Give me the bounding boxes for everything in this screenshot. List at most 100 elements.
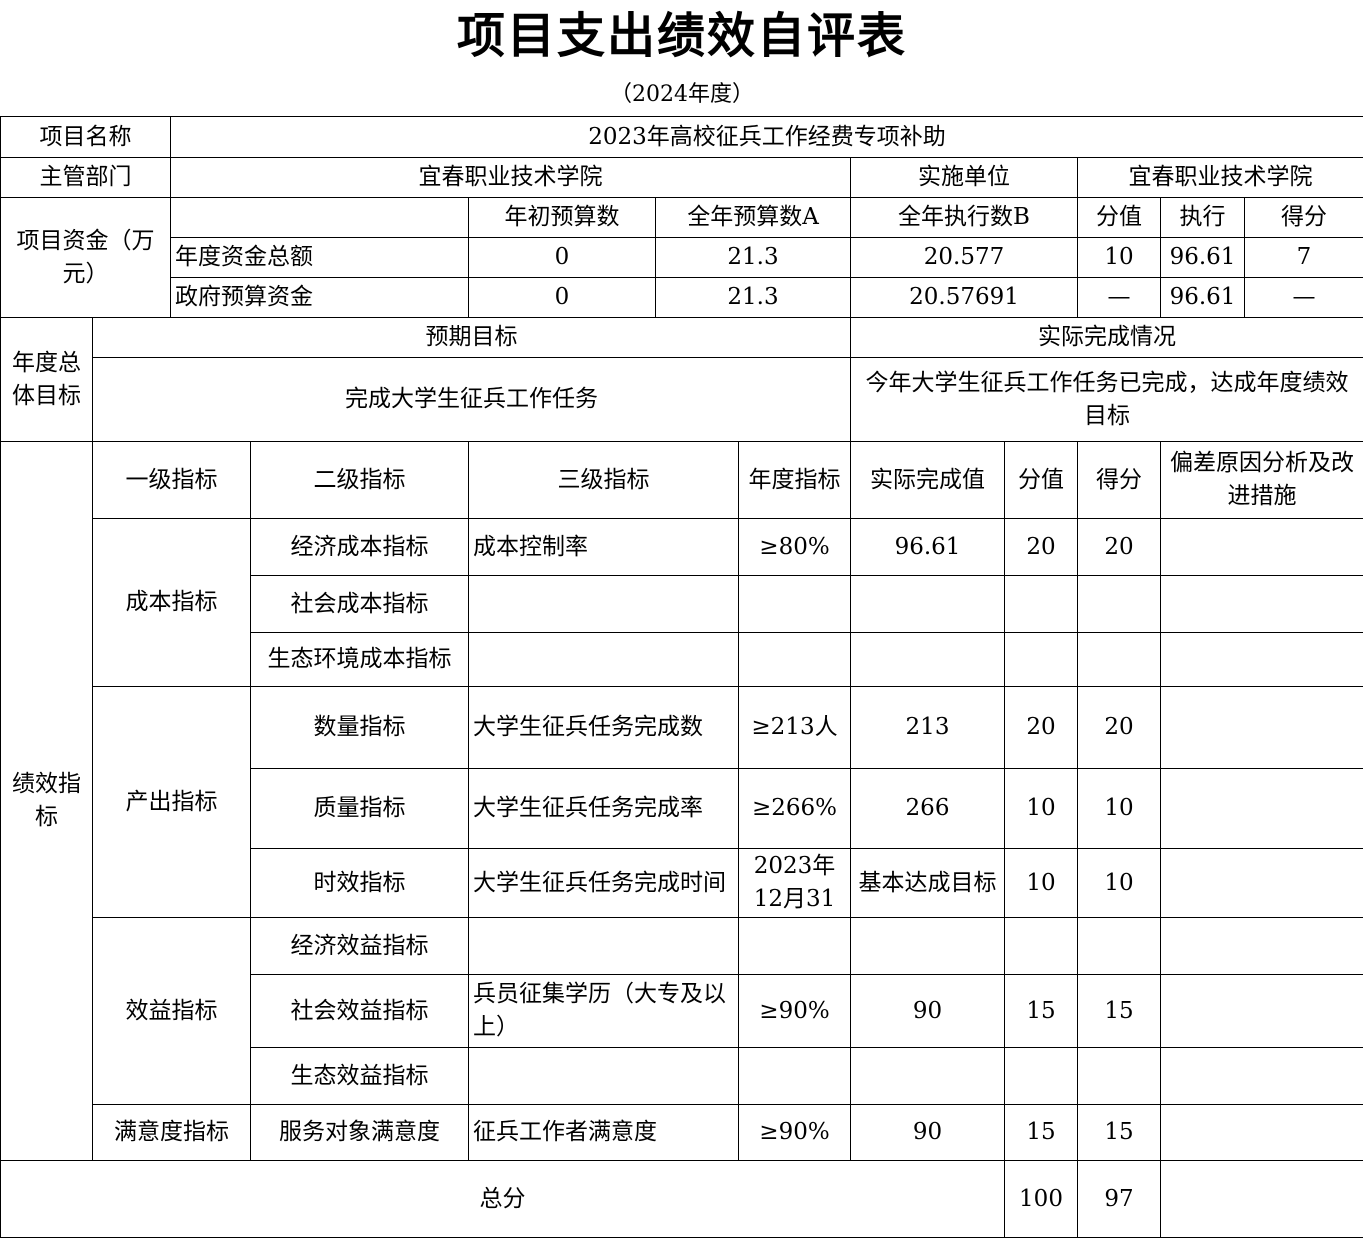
indicator-score: 15 bbox=[1077, 1104, 1161, 1161]
indicator-target bbox=[738, 917, 851, 975]
indicator-header: 一级指标 bbox=[92, 441, 251, 519]
label-expected: 预期目标 bbox=[92, 317, 851, 358]
indicator-note bbox=[1160, 917, 1363, 975]
indicator-level3: 大学生征兵任务完成率 bbox=[468, 768, 739, 849]
indicator-score: 20 bbox=[1077, 518, 1161, 576]
indicator-target bbox=[738, 575, 851, 633]
indicator-score: 15 bbox=[1077, 974, 1161, 1048]
indicator-level2: 时效指标 bbox=[250, 848, 469, 918]
funds-header: 全年执行数B bbox=[850, 197, 1078, 238]
funds-value: 7 bbox=[1244, 237, 1363, 278]
label-goals: 年度总体目标 bbox=[0, 317, 93, 442]
indicator-header: 分值 bbox=[1004, 441, 1078, 519]
indicator-weight bbox=[1004, 1047, 1078, 1105]
indicator-header: 年度指标 bbox=[738, 441, 851, 519]
indicator-level3 bbox=[468, 1047, 739, 1105]
expected-goal: 完成大学生征兵工作任务 bbox=[92, 357, 851, 442]
funds-header: 年初预算数 bbox=[468, 197, 656, 238]
indicator-note bbox=[1160, 848, 1363, 918]
indicator-score: 10 bbox=[1077, 768, 1161, 849]
funds-header: 全年预算数A bbox=[655, 197, 851, 238]
indicator-note bbox=[1160, 632, 1363, 687]
indicator-score bbox=[1077, 1047, 1161, 1105]
indicator-actual: 90 bbox=[850, 1104, 1005, 1161]
indicator-level3 bbox=[468, 917, 739, 975]
indicator-weight: 15 bbox=[1004, 974, 1078, 1048]
indicator-score bbox=[1077, 917, 1161, 975]
funds-header: 得分 bbox=[1244, 197, 1363, 238]
funds-value: 20.577 bbox=[850, 237, 1078, 278]
indicator-score: 10 bbox=[1077, 848, 1161, 918]
level1-indicator: 效益指标 bbox=[92, 917, 251, 1105]
indicator-target: ≥90% bbox=[738, 974, 851, 1048]
indicator-header: 得分 bbox=[1077, 441, 1161, 519]
label-dept: 主管部门 bbox=[0, 157, 171, 198]
indicator-level3: 征兵工作者满意度 bbox=[468, 1104, 739, 1161]
unit-value: 宜春职业技术学院 bbox=[1077, 157, 1363, 198]
indicator-target: ≥90% bbox=[738, 1104, 851, 1161]
project-name: 2023年高校征兵工作经费专项补助 bbox=[170, 116, 1363, 158]
indicator-note bbox=[1160, 1104, 1363, 1161]
funds-value: 96.61 bbox=[1160, 277, 1245, 318]
indicator-level2: 服务对象满意度 bbox=[250, 1104, 469, 1161]
indicator-weight bbox=[1004, 575, 1078, 633]
indicator-weight: 10 bbox=[1004, 848, 1078, 918]
indicator-weight: 20 bbox=[1004, 518, 1078, 576]
indicator-level3: 大学生征兵任务完成时间 bbox=[468, 848, 739, 918]
indicator-level3 bbox=[468, 575, 739, 633]
indicator-score bbox=[1077, 575, 1161, 633]
indicator-weight bbox=[1004, 917, 1078, 975]
indicator-actual bbox=[850, 917, 1005, 975]
indicator-weight: 10 bbox=[1004, 768, 1078, 849]
indicator-note bbox=[1160, 575, 1363, 633]
indicator-level2: 社会效益指标 bbox=[250, 974, 469, 1048]
indicator-header: 偏差原因分析及改进措施 bbox=[1160, 441, 1363, 519]
indicator-actual bbox=[850, 575, 1005, 633]
label-actual: 实际完成情况 bbox=[850, 317, 1363, 358]
funds-value: 10 bbox=[1077, 237, 1161, 278]
total-score: 97 bbox=[1077, 1160, 1161, 1238]
indicator-level3: 兵员征集学历（大专及以上） bbox=[468, 974, 739, 1048]
indicator-weight bbox=[1004, 632, 1078, 687]
indicator-weight: 20 bbox=[1004, 686, 1078, 769]
indicator-header: 三级指标 bbox=[468, 441, 739, 519]
page-subtitle: （2024年度） bbox=[0, 72, 1363, 117]
indicator-level3: 成本控制率 bbox=[468, 518, 739, 576]
indicator-weight: 15 bbox=[1004, 1104, 1078, 1161]
funds-value: — bbox=[1077, 277, 1161, 318]
total-label: 总分 bbox=[0, 1160, 1005, 1238]
funds-value: — bbox=[1244, 277, 1363, 318]
indicator-level2: 数量指标 bbox=[250, 686, 469, 769]
total-weight: 100 bbox=[1004, 1160, 1078, 1238]
actual-result: 今年大学生征兵工作任务已完成，达成年度绩效目标 bbox=[850, 357, 1363, 442]
funds-value: 0 bbox=[468, 277, 656, 318]
funds-value: 20.57691 bbox=[850, 277, 1078, 318]
indicator-level2: 经济成本指标 bbox=[250, 518, 469, 576]
indicator-actual: 基本达成目标 bbox=[850, 848, 1005, 918]
total-note bbox=[1160, 1160, 1363, 1238]
funds-value: 96.61 bbox=[1160, 237, 1245, 278]
funds-row-label: 政府预算资金 bbox=[170, 277, 469, 318]
indicator-target: ≥266% bbox=[738, 768, 851, 849]
indicator-target: ≥213人 bbox=[738, 686, 851, 769]
indicator-note bbox=[1160, 1047, 1363, 1105]
indicator-actual: 213 bbox=[850, 686, 1005, 769]
indicator-actual bbox=[850, 1047, 1005, 1105]
label-project-name: 项目名称 bbox=[0, 116, 171, 158]
indicator-target: ≥80% bbox=[738, 518, 851, 576]
funds-row-label: 年度资金总额 bbox=[170, 237, 469, 278]
funds-header: 执行 bbox=[1160, 197, 1245, 238]
dept-value: 宜春职业技术学院 bbox=[170, 157, 851, 198]
indicator-level2: 质量指标 bbox=[250, 768, 469, 849]
indicator-actual bbox=[850, 632, 1005, 687]
funds-header-blank bbox=[170, 197, 469, 238]
page-title: 项目支出绩效自评表 bbox=[0, 0, 1363, 73]
indicator-target bbox=[738, 1047, 851, 1105]
funds-value: 21.3 bbox=[655, 277, 851, 318]
indicator-note bbox=[1160, 768, 1363, 849]
indicator-header: 二级指标 bbox=[250, 441, 469, 519]
indicator-level2: 生态环境成本指标 bbox=[250, 632, 469, 687]
indicator-target: 2023年12月31 bbox=[738, 848, 851, 918]
funds-value: 21.3 bbox=[655, 237, 851, 278]
indicator-level3 bbox=[468, 632, 739, 687]
